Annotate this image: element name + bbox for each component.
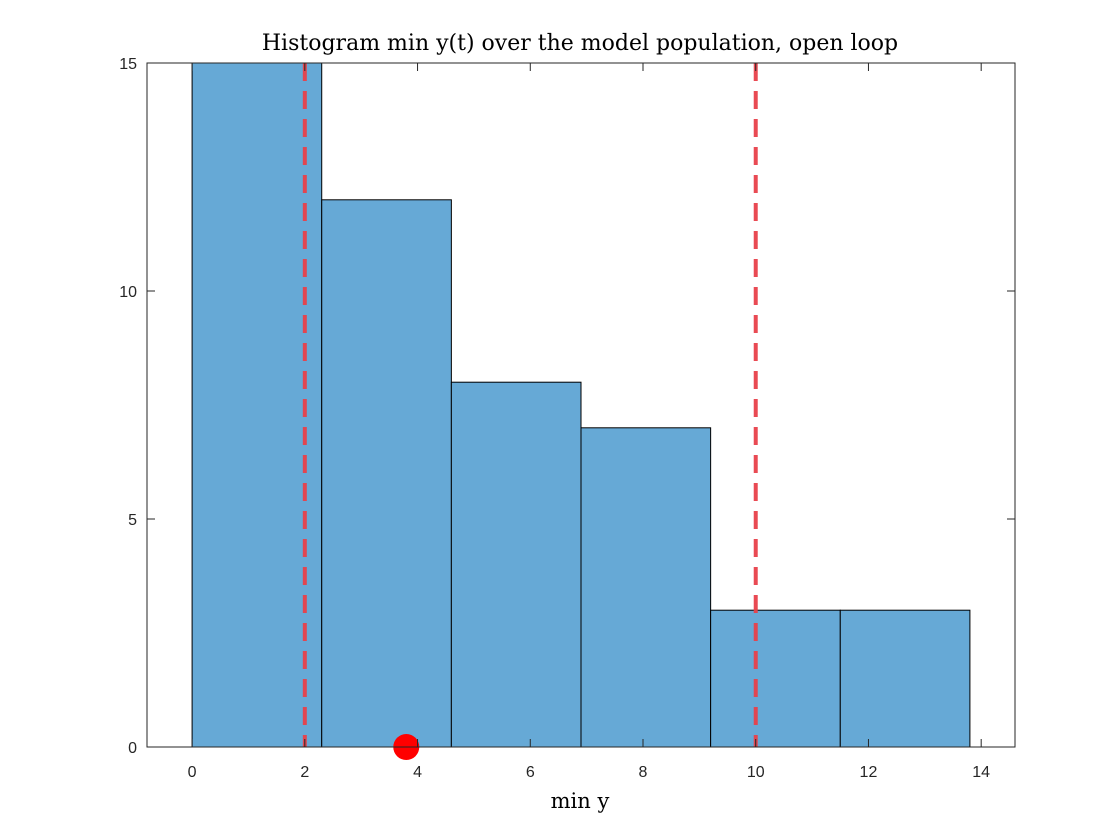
histogram-bar [450, 381, 582, 748]
x-tick-label: 8 [639, 764, 648, 781]
x-tick-label: 6 [526, 764, 535, 781]
histogram-bar [321, 199, 452, 748]
histogram-bar [839, 609, 971, 748]
x-tick-label: 12 [860, 764, 878, 781]
y-tick-label: 5 [128, 512, 137, 529]
histogram-bar [710, 609, 841, 748]
x-tick-labels: 0 2 4 6 8 10 12 14 [188, 764, 991, 781]
x-tick-label: 4 [413, 764, 422, 781]
x-tick-label: 0 [188, 764, 197, 781]
y-tick-label: 15 [119, 56, 137, 73]
chart-title: Histogram min y(t) over the model popula… [262, 31, 898, 56]
y-tick-label: 10 [119, 284, 137, 301]
axes-box [146, 62, 1016, 748]
x-tick-label: 14 [972, 764, 990, 781]
reference-lines [302, 63, 758, 747]
axis-ticks [147, 62, 1015, 748]
y-tick-labels: 0 5 10 15 [119, 56, 137, 757]
histogram-bar [580, 427, 712, 748]
y-tick-label: 0 [128, 740, 137, 757]
histogram-bars [191, 62, 971, 748]
x-tick-label: 10 [747, 764, 765, 781]
x-tick-label: 2 [300, 764, 309, 781]
histogram-bar [191, 62, 323, 748]
x-axis-label: min y [551, 789, 610, 813]
